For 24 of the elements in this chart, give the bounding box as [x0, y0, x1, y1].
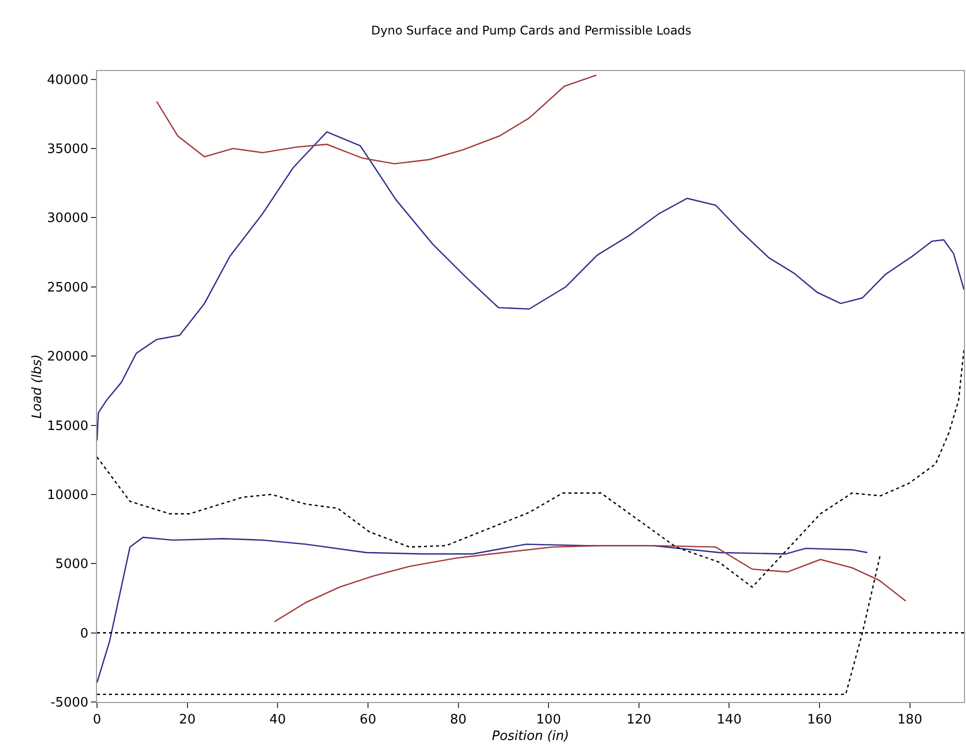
x-tick-label: 60 — [360, 712, 376, 728]
y-axis-title: Load (lbs) — [30, 354, 45, 419]
y-tick-label: 35000 — [47, 142, 88, 158]
x-tick-label: 20 — [179, 712, 196, 728]
y-tick-label: 30000 — [47, 211, 88, 226]
y-tick-label: 0 — [80, 626, 88, 642]
y-tick-label: -5000 — [50, 696, 88, 711]
y-tick-label: 20000 — [47, 350, 88, 365]
x-axis-title: Position (in) — [492, 729, 570, 744]
x-tick-label: 140 — [716, 712, 742, 728]
x-tick-label: 160 — [807, 712, 832, 728]
y-tick-label: 25000 — [47, 280, 88, 296]
y-tick-label: 10000 — [47, 488, 88, 503]
line-series — [97, 348, 964, 588]
y-tick-label: 5000 — [55, 557, 88, 572]
chart-title: Dyno Surface and Pump Cards and Permissible Loads — [371, 24, 692, 38]
y-tick-label: 15000 — [47, 418, 88, 434]
x-tick-label: 0 — [92, 712, 102, 728]
x-tick-label: 40 — [269, 712, 286, 728]
x-tick-label: 80 — [450, 712, 467, 728]
y-tick-label: 40000 — [47, 72, 88, 88]
x-tick-label: 120 — [626, 712, 652, 728]
x-tick-label: 180 — [897, 712, 922, 728]
x-tick-label: 100 — [536, 712, 561, 728]
